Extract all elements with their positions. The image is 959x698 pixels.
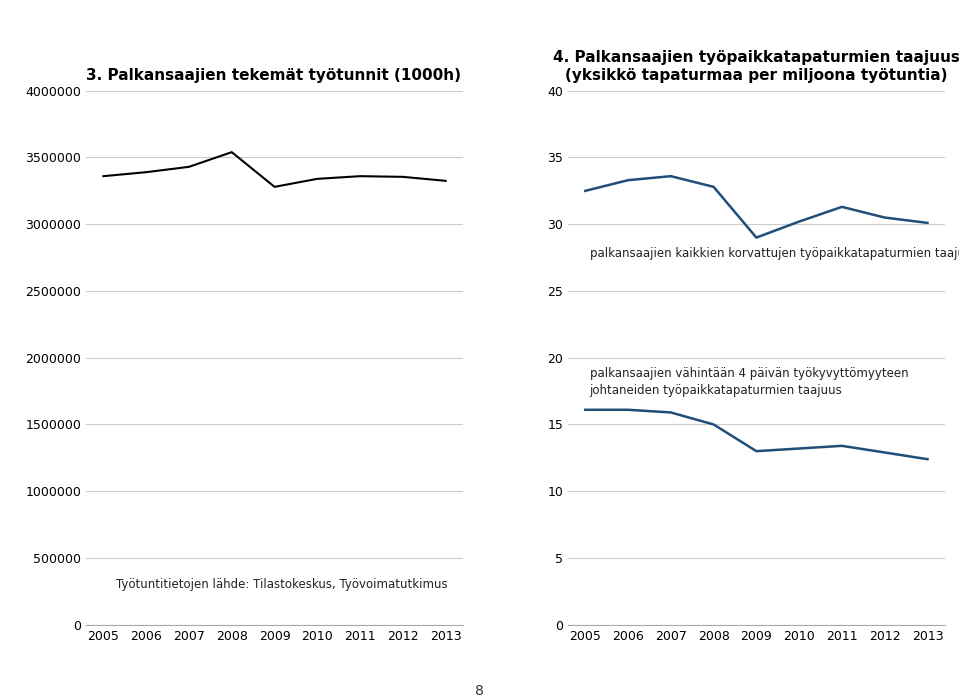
Title: 4. Palkansaajien työpaikkatapaturmien taajuus
(yksikkö tapaturmaa per miljoona t: 4. Palkansaajien työpaikkatapaturmien ta… xyxy=(553,50,959,82)
Text: 3. Palkansaajien tekemät työtunnit (1000h): 3. Palkansaajien tekemät työtunnit (1000… xyxy=(86,68,461,82)
Text: 8: 8 xyxy=(475,683,484,697)
Text: Työtuntitietojen lähde: Tilastokeskus, Työvoimatutkimus: Työtuntitietojen lähde: Tilastokeskus, T… xyxy=(116,579,448,591)
Text: palkansaajien vähintään 4 päivän työkyvyttömyyteen
johtaneiden työpaikkatapaturm: palkansaajien vähintään 4 päivän työkyvy… xyxy=(590,367,908,397)
Text: palkansaajien kaikkien korvattujen työpaikkatapaturmien taajuus: palkansaajien kaikkien korvattujen työpa… xyxy=(590,247,959,260)
